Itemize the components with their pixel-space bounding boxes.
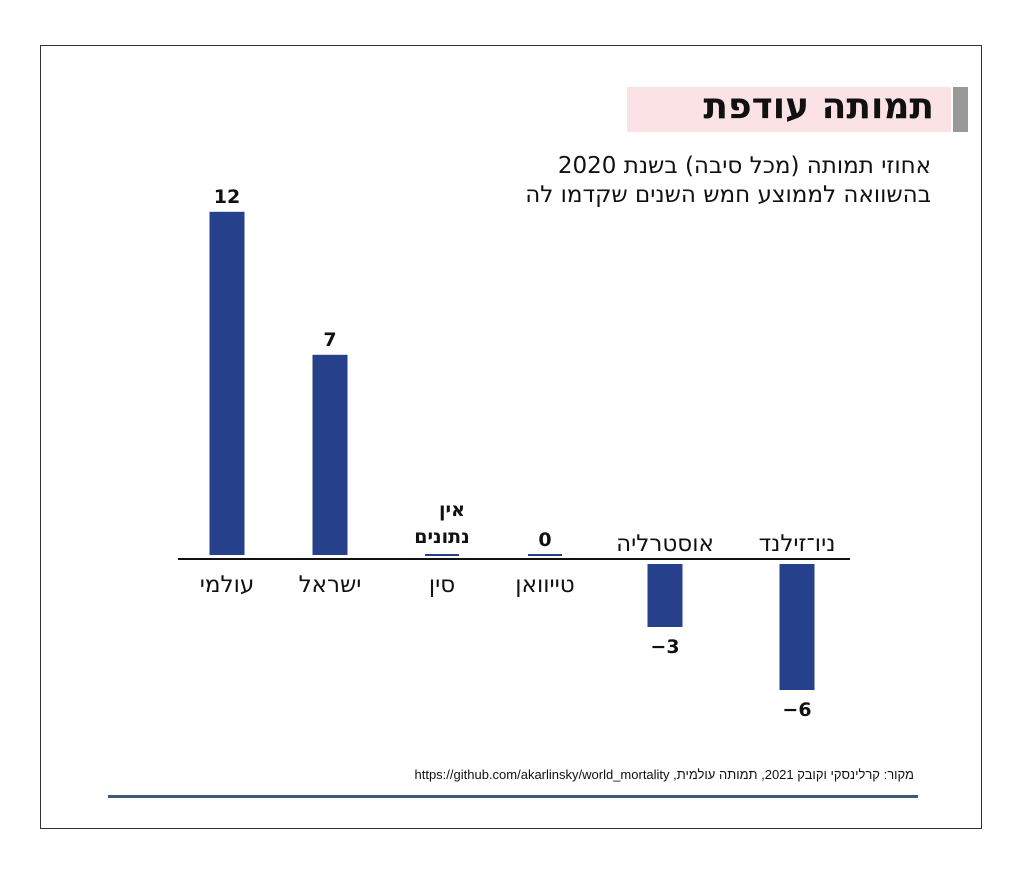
category-label: סין (429, 572, 455, 598)
bar (647, 564, 683, 627)
category-label: אוסטרליה (616, 531, 714, 557)
subtitle-line: בהשוואה לממוצע חמש השנים שקדמו לה (525, 182, 931, 208)
value-label: −3 (650, 636, 679, 658)
value-label: נתונים (414, 526, 470, 548)
bar (209, 211, 245, 556)
bar (779, 564, 815, 690)
chart-subtitle: אחוזי תמותה (מכל סיבה) בשנת 2020 בהשוואה… (525, 152, 931, 210)
value-label: −6 (782, 699, 811, 721)
chart-frame (40, 45, 982, 829)
value-label: אין (439, 499, 465, 521)
bar (312, 354, 348, 555)
category-label: עולמי (200, 572, 255, 598)
category-label: ניו־זילנד (759, 531, 836, 557)
footer-rule (108, 795, 918, 798)
value-label: 12 (214, 186, 240, 208)
subtitle-line: אחוזי תמותה (מכל סיבה) בשנת 2020 (557, 153, 931, 179)
category-label: טייוואן (515, 572, 574, 598)
title-accent-bar (953, 87, 968, 132)
category-label: ישראל (299, 572, 362, 598)
title-background (627, 87, 951, 132)
chart-title: תמותה עודפת (703, 86, 934, 127)
value-label: 7 (323, 329, 336, 351)
source-note: מקור: קרלינסקי וקובק 2021, תמותה עולמית,… (414, 767, 915, 782)
value-label: 0 (538, 529, 551, 551)
